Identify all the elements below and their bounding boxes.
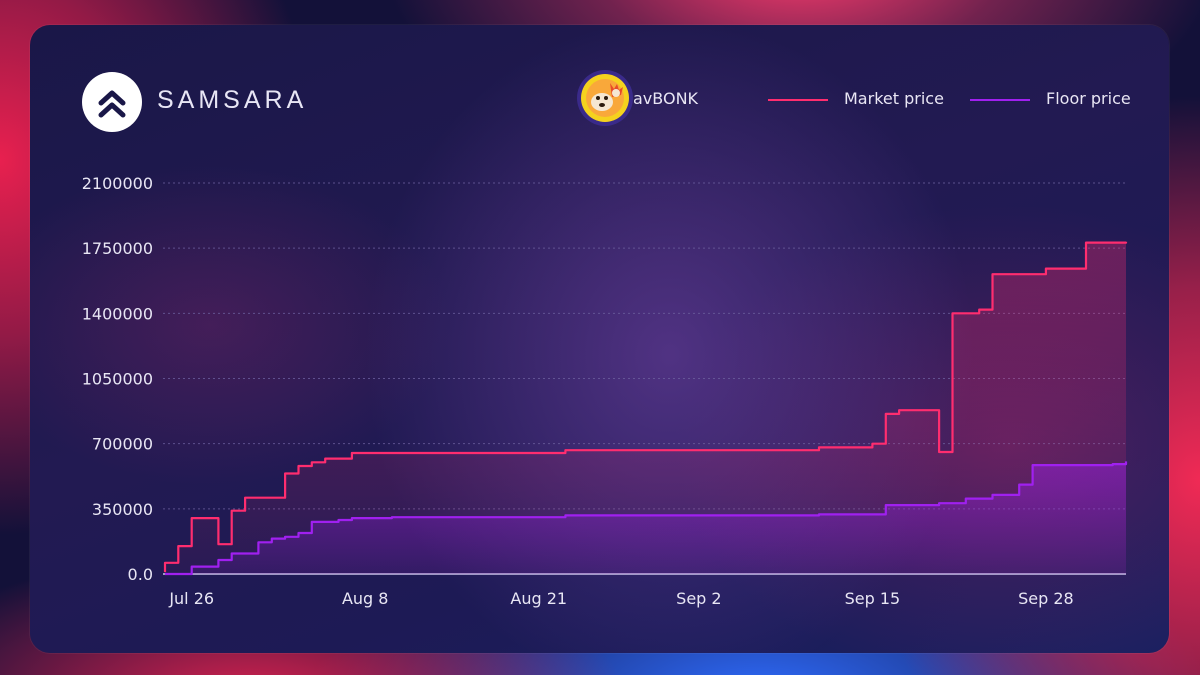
x-tick-label: Aug 21 [510,589,567,608]
x-tick-label: Jul 26 [168,589,214,608]
bonk-dog-icon [576,69,634,127]
x-tick-label: Aug 8 [342,589,389,608]
series-area-market-price [165,241,1126,574]
y-tick-label: 350000 [92,500,153,519]
price-chart: 0.0 350000 700000 1050000 1400000 1750000 2100… [82,174,1128,608]
double-chevron-up-icon [98,90,126,118]
x-tick-label: Sep 2 [676,589,721,608]
legend-floor-line [970,99,1030,101]
legend-market-label: Market price [844,89,944,108]
y-tick-label: 1750000 [82,239,153,258]
x-tick-label: Sep 28 [1018,589,1074,608]
brand-name: SAMSARA [157,86,308,114]
chart-card: SAMSARA avBONK Market price Floor price [30,25,1169,653]
legend-floor-label: Floor price [1046,89,1131,108]
token-label: avBONK [633,89,699,108]
samsara-logo [82,72,142,132]
y-tick-label: 2100000 [82,174,153,193]
y-tick-label: 1050000 [82,370,153,389]
y-tick-label: 1400000 [82,304,153,323]
series-line-floor-price [165,461,1128,576]
series-line-market-price [163,241,1128,573]
legend-market-line [768,99,828,101]
y-tick-label: 700000 [92,435,153,454]
x-tick-label: Sep 15 [845,589,901,608]
y-tick-label: 0.0 [128,565,153,584]
series-area-floor-price [165,461,1126,574]
